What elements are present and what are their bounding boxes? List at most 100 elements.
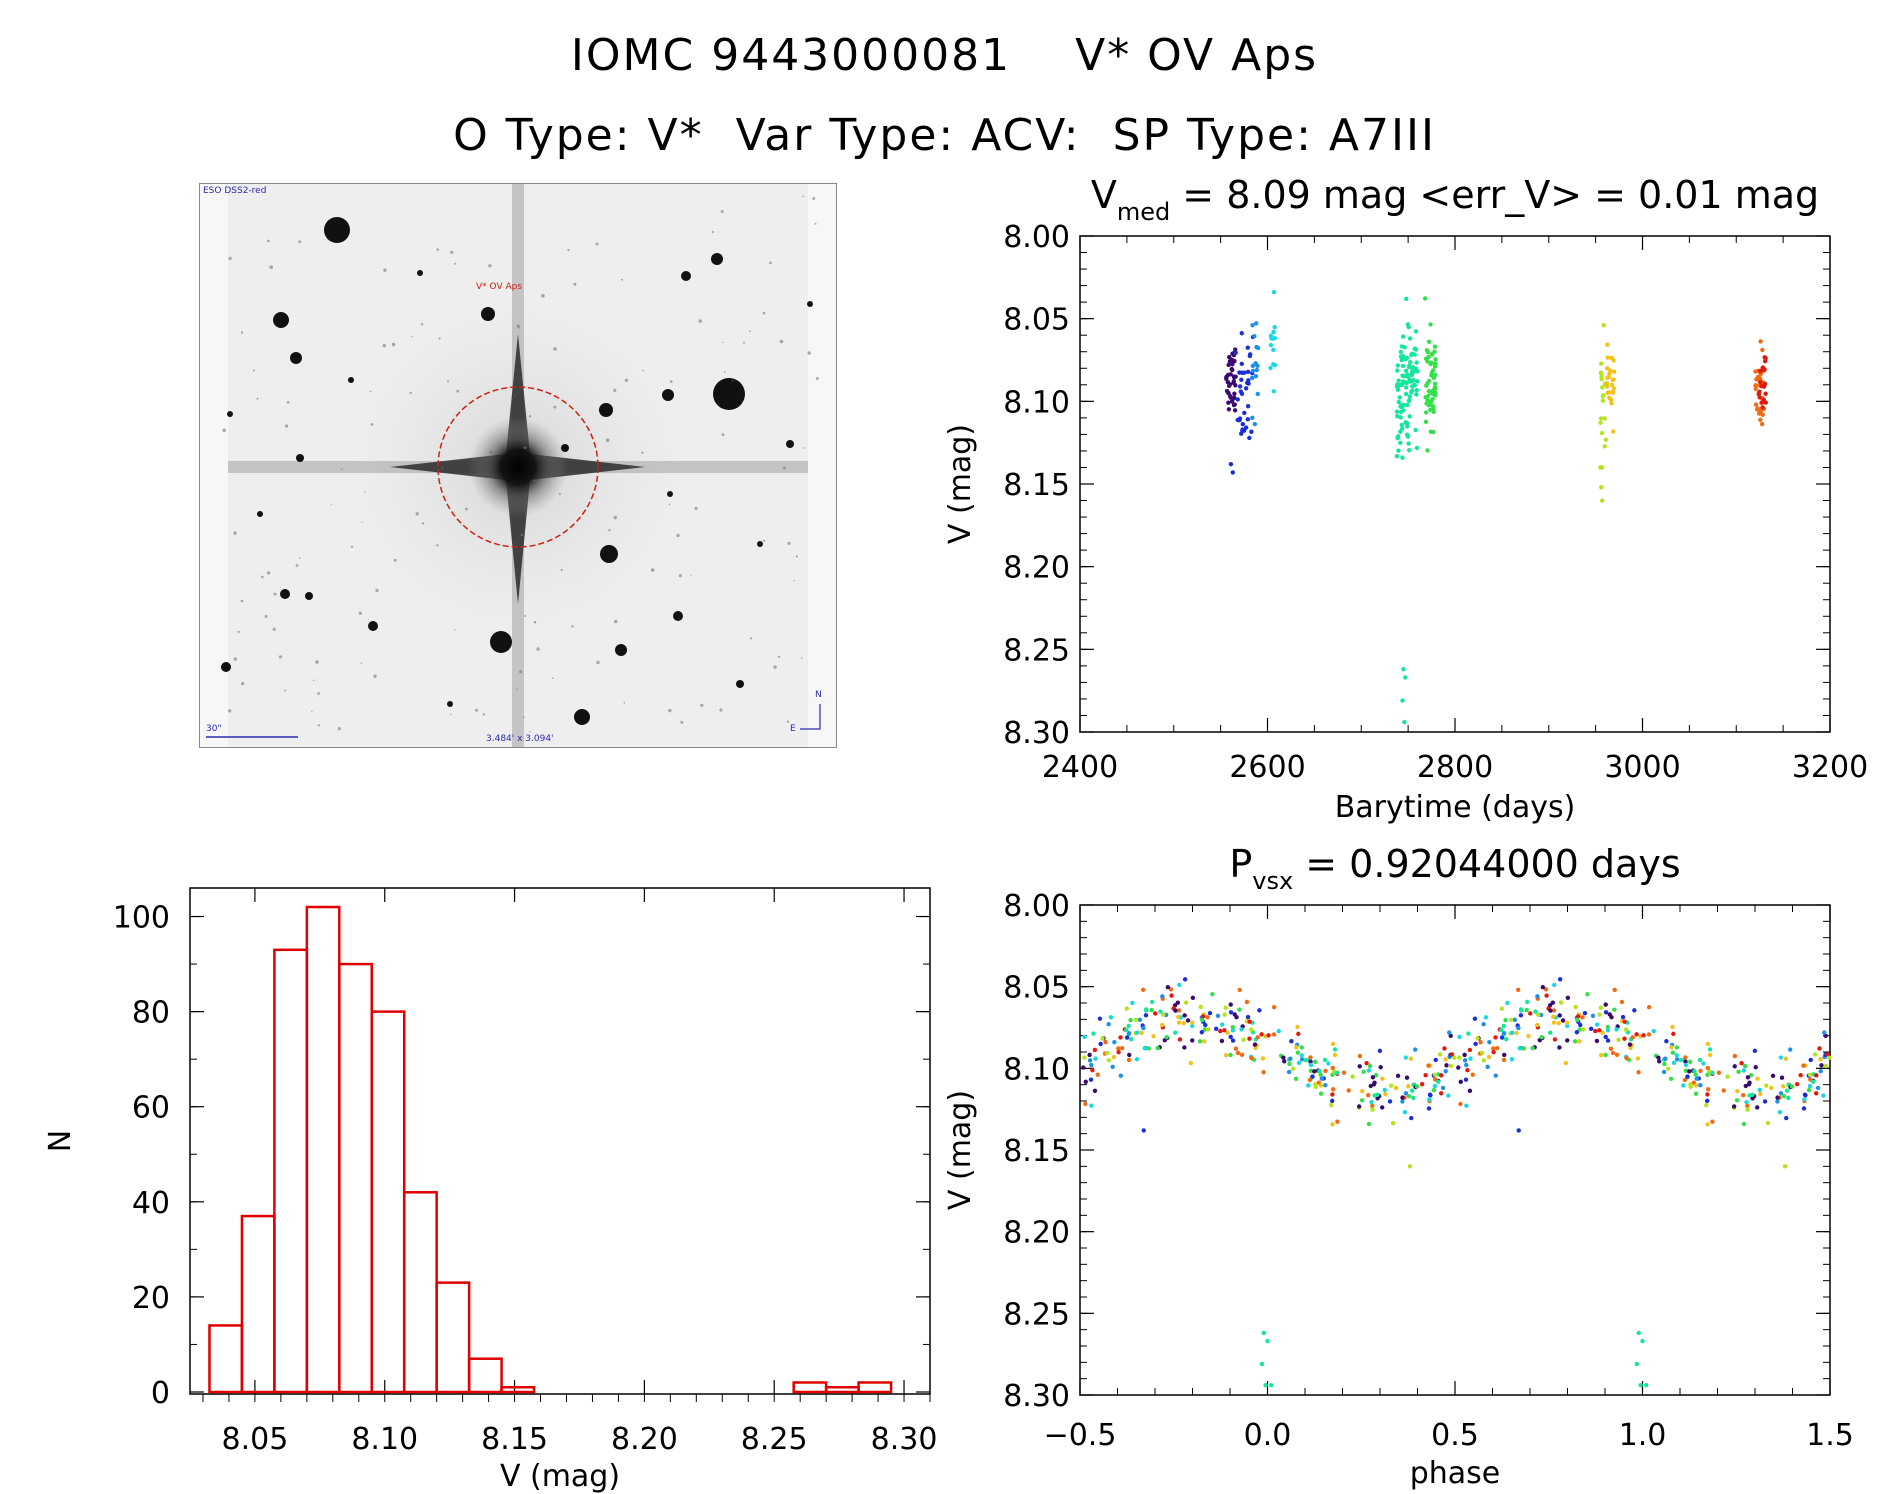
faint-star bbox=[623, 702, 626, 704]
data-point bbox=[1375, 1092, 1380, 1098]
faint-star bbox=[375, 588, 379, 593]
data-point bbox=[1401, 666, 1406, 672]
data-point bbox=[1493, 1073, 1498, 1078]
data-point bbox=[1638, 1383, 1643, 1388]
data-point bbox=[1271, 389, 1277, 394]
data-point bbox=[1822, 1030, 1827, 1035]
data-point bbox=[1419, 1082, 1425, 1087]
faint-star bbox=[382, 343, 386, 348]
data-point bbox=[1250, 368, 1256, 374]
data-point bbox=[1404, 380, 1410, 386]
data-point bbox=[1502, 1052, 1507, 1058]
data-point bbox=[1378, 1065, 1383, 1070]
data-point bbox=[1203, 1022, 1208, 1028]
faint-star bbox=[613, 619, 618, 624]
field-star bbox=[681, 271, 691, 281]
data-point bbox=[1599, 361, 1604, 366]
data-point bbox=[1144, 1008, 1149, 1013]
data-point bbox=[1177, 982, 1182, 988]
data-point bbox=[1246, 378, 1251, 383]
data-point bbox=[1092, 1088, 1098, 1094]
data-point bbox=[1238, 389, 1244, 394]
data-point bbox=[1512, 1017, 1518, 1022]
data-point bbox=[1261, 1070, 1266, 1075]
data-point bbox=[1487, 1040, 1492, 1045]
data-point bbox=[1413, 347, 1419, 352]
data-point bbox=[1182, 1013, 1187, 1018]
data-point bbox=[1602, 416, 1607, 421]
data-point bbox=[1118, 1073, 1123, 1078]
data-point bbox=[1426, 388, 1432, 394]
data-point bbox=[1308, 1062, 1314, 1068]
faint-star bbox=[420, 323, 424, 326]
field-star bbox=[662, 389, 674, 401]
data-point bbox=[1414, 387, 1419, 393]
data-point bbox=[1704, 1102, 1709, 1108]
data-point bbox=[1400, 455, 1405, 460]
data-point bbox=[1098, 1041, 1103, 1047]
data-point bbox=[1395, 368, 1400, 373]
data-point bbox=[1798, 1073, 1803, 1078]
faint-star bbox=[240, 599, 244, 603]
data-point bbox=[1413, 427, 1418, 433]
data-point bbox=[1400, 404, 1405, 409]
data-point bbox=[1741, 1068, 1747, 1073]
data-point bbox=[1812, 1052, 1818, 1057]
data-point bbox=[1741, 1121, 1747, 1127]
faint-star bbox=[595, 242, 599, 246]
faint-star bbox=[608, 529, 611, 532]
target-star bbox=[468, 417, 568, 517]
data-point bbox=[1622, 1036, 1627, 1041]
data-point bbox=[1693, 1091, 1699, 1096]
data-point bbox=[1143, 1013, 1149, 1018]
data-point bbox=[1223, 1052, 1229, 1058]
data-point bbox=[1307, 1077, 1313, 1083]
data-point bbox=[1736, 1069, 1741, 1075]
data-point bbox=[1395, 1073, 1401, 1078]
data-point bbox=[1479, 1050, 1485, 1056]
data-point bbox=[1598, 1005, 1604, 1010]
faint-star bbox=[723, 370, 726, 373]
data-point bbox=[1681, 1083, 1686, 1088]
faint-star bbox=[769, 261, 772, 265]
data-point bbox=[1609, 400, 1614, 406]
data-point bbox=[1215, 1013, 1221, 1019]
data-point bbox=[1752, 1048, 1758, 1054]
data-point bbox=[1605, 390, 1610, 396]
histogram-bar bbox=[500, 1385, 536, 1394]
faint-star bbox=[815, 377, 819, 380]
data-point bbox=[1594, 1022, 1600, 1027]
data-point bbox=[1399, 422, 1405, 428]
data-point bbox=[1501, 1057, 1507, 1063]
data-point bbox=[1261, 1330, 1266, 1336]
data-point bbox=[1134, 1030, 1140, 1035]
field-star bbox=[324, 217, 350, 243]
faint-star bbox=[449, 713, 452, 716]
data-point bbox=[1393, 1085, 1399, 1091]
data-point bbox=[1398, 354, 1404, 359]
data-point bbox=[1801, 1063, 1806, 1068]
faint-star bbox=[237, 630, 240, 634]
data-point bbox=[1252, 333, 1257, 339]
faint-star bbox=[241, 682, 245, 686]
data-point bbox=[1577, 1027, 1583, 1032]
data-point bbox=[1599, 485, 1604, 490]
data-point bbox=[1289, 1039, 1294, 1044]
data-point bbox=[1341, 1070, 1347, 1075]
figure-title: IOMC 9443000081 V* OV Aps bbox=[570, 30, 1319, 81]
data-point bbox=[1323, 1068, 1328, 1074]
data-point bbox=[1644, 1383, 1649, 1388]
data-point bbox=[1249, 375, 1255, 381]
y-tick-label: 8.00 bbox=[1003, 220, 1070, 255]
data-point bbox=[1599, 498, 1605, 503]
data-point bbox=[1426, 339, 1432, 344]
data-point bbox=[1259, 1361, 1265, 1367]
y-tick-label: 8.05 bbox=[1003, 971, 1070, 1006]
data-point bbox=[1731, 1104, 1737, 1109]
faint-star bbox=[533, 479, 536, 482]
field-star bbox=[786, 440, 794, 448]
x-tick-label: 2600 bbox=[1229, 750, 1305, 785]
data-point bbox=[1548, 1008, 1553, 1013]
data-point bbox=[1407, 414, 1412, 419]
data-point bbox=[1140, 987, 1146, 992]
